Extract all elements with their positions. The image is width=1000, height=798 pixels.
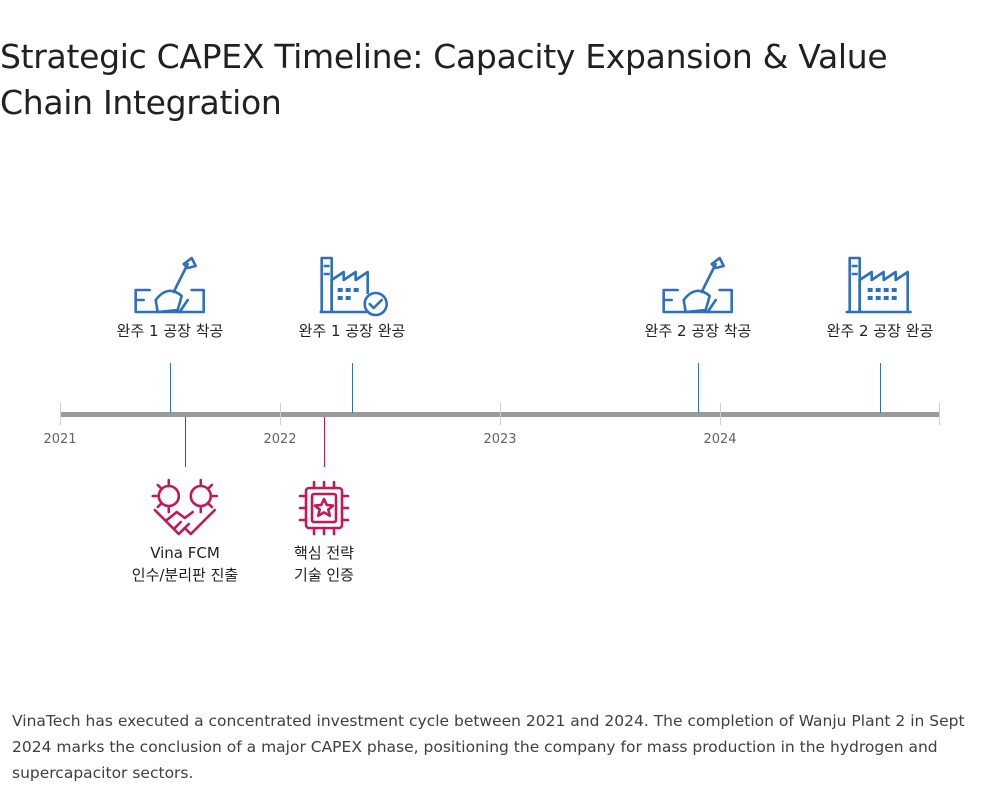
stem-vina-fcm: [185, 417, 186, 467]
axis-end-tick: [939, 403, 940, 425]
capex-timeline: 2021 2022 2023 2024 완주 1 공장 착공: [43, 250, 940, 586]
event-label: 완주 2 공장 완공: [826, 322, 934, 340]
year-label-2023: 2023: [483, 432, 517, 447]
year-tick-2022: [280, 403, 281, 425]
year-tick-2024: [720, 403, 721, 425]
year-label-2024: 2024: [703, 432, 737, 447]
event-plant2-completion: 완주 2 공장 완공: [826, 250, 934, 342]
event-label-line1: 핵심 전략: [294, 544, 354, 562]
chip-star-icon: [298, 480, 350, 536]
stem-tech-cert: [324, 417, 325, 467]
event-plant1-groundbreaking: 완주 1 공장 착공: [116, 250, 224, 342]
event-plant1-completion: 완주 1 공장 완공: [298, 250, 406, 342]
construction-shovel-icon: [134, 256, 206, 314]
event-label: 완주 1 공장 완공: [298, 322, 406, 340]
construction-shovel-icon: [662, 256, 734, 314]
stem-plant2-start: [698, 363, 699, 413]
page-title: Strategic CAPEX Timeline: Capacity Expan…: [0, 37, 888, 122]
event-tech-certification: 핵심 전략 기술 인증: [284, 476, 364, 586]
event-label-line1: Vina FCM: [150, 544, 220, 562]
handshake-gears-icon: [151, 478, 219, 536]
event-label: 완주 1 공장 착공: [116, 322, 224, 340]
event-plant2-groundbreaking: 완주 2 공장 착공: [644, 250, 752, 342]
factory-check-icon: [320, 256, 389, 317]
stem-plant2-complete: [880, 363, 881, 413]
factory-icon: [846, 256, 912, 314]
event-label-line2: 인수/분리판 진출: [131, 566, 239, 584]
timeline-description: VinaTech has executed a concentrated inv…: [12, 712, 965, 782]
year-tick-2021: [60, 403, 61, 425]
stem-plant1-complete: [352, 363, 353, 413]
year-label-2022: 2022: [263, 432, 297, 447]
year-tick-2023: [500, 403, 501, 425]
stem-plant1-start: [170, 363, 171, 413]
event-label: 완주 2 공장 착공: [644, 322, 752, 340]
event-vina-fcm-acquisition: Vina FCM 인수/분리판 진출: [132, 476, 238, 586]
event-label-line2: 기술 인증: [294, 566, 354, 584]
year-label-2021: 2021: [43, 432, 77, 447]
